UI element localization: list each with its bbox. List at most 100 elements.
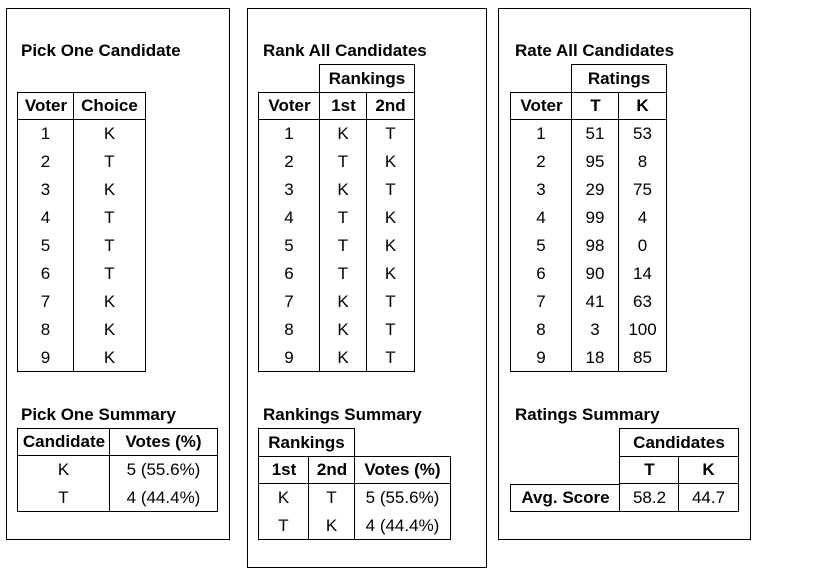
avg-score-label: Avg. Score <box>510 484 620 512</box>
rank-all-title: Rank All Candidates <box>263 41 427 60</box>
summary-body-frame <box>258 483 451 540</box>
voter-number: 4 <box>536 208 546 227</box>
table-cell: 41 <box>585 292 605 311</box>
table-cell: K <box>337 180 349 199</box>
voter-number: 9 <box>284 348 294 367</box>
header-voter: Voter <box>258 92 320 120</box>
voter-number: 5 <box>40 236 51 255</box>
table-cell: K <box>384 152 397 171</box>
table-cell: K <box>337 348 349 367</box>
table-cell: 8 <box>637 152 648 171</box>
voter-number: 9 <box>40 348 51 367</box>
summary-header-t: T <box>619 456 679 484</box>
table-cell: T <box>104 236 115 255</box>
header-2nd: 2nd <box>366 92 415 120</box>
pick-one-col-divider <box>73 119 75 371</box>
rank-all-panel <box>247 8 487 568</box>
summary-cell: K <box>325 516 338 535</box>
header-voter: Voter <box>510 92 572 120</box>
table-cell: 3 <box>590 320 600 339</box>
table-cell: K <box>103 348 116 367</box>
table-cell: K <box>103 320 116 339</box>
voter-number: 9 <box>536 348 546 367</box>
table-cell: T <box>337 236 349 255</box>
summary-body-frame <box>17 455 218 512</box>
table-cell: K <box>384 208 397 227</box>
summary-rankings-group-header: Rankings <box>258 428 355 456</box>
table-cell: T <box>337 208 349 227</box>
summary-col-divider <box>308 483 310 539</box>
ratings-summary-title: Ratings Summary <box>515 405 660 424</box>
summary-header-k: K <box>678 456 739 484</box>
voter-number: 1 <box>536 124 546 143</box>
rate-all-col-divider <box>618 119 620 371</box>
table-cell: T <box>337 152 349 171</box>
header-choice: Choice <box>73 92 146 120</box>
pick-one-body-frame <box>17 119 146 372</box>
summary-cell: T <box>278 516 289 535</box>
table-cell: K <box>103 180 116 199</box>
table-cell: 95 <box>585 152 605 171</box>
summary-header-candidate: Candidate <box>17 428 110 456</box>
voter-number: 7 <box>284 292 294 311</box>
rank-all-body-frame <box>258 119 415 372</box>
voter-number: 5 <box>284 236 294 255</box>
rankings-summary-title: Rankings Summary <box>263 405 422 424</box>
table-cell: T <box>385 180 396 199</box>
voter-number: 6 <box>284 264 294 283</box>
summary-cell: 4 (44.4%) <box>365 516 440 535</box>
table-cell: K <box>384 236 397 255</box>
table-cell: T <box>337 264 349 283</box>
header-voter: Voter <box>17 92 74 120</box>
table-cell: 98 <box>585 236 605 255</box>
ratings-group-header: Ratings <box>571 64 667 92</box>
table-cell: 29 <box>585 180 605 199</box>
table-cell: K <box>337 124 349 143</box>
voter-number: 2 <box>40 152 51 171</box>
table-cell: 99 <box>585 208 605 227</box>
summary-cell: 5 (55.6%) <box>126 460 201 479</box>
rank-all-col-divider <box>319 119 321 371</box>
avg-score-k: 44.7 <box>678 484 739 512</box>
table-cell: K <box>103 124 116 143</box>
table-cell: T <box>385 292 396 311</box>
voter-number: 3 <box>536 180 546 199</box>
summary-cell: K <box>57 460 70 479</box>
summary-cell: 5 (55.6%) <box>365 488 440 507</box>
table-cell: 14 <box>633 264 652 283</box>
summary-candidates-group-header: Candidates <box>619 428 739 456</box>
table-cell: 18 <box>585 348 605 367</box>
summary-header-votes: Votes (%) <box>354 456 451 484</box>
table-cell: 100 <box>628 320 657 339</box>
voter-number: 2 <box>536 152 546 171</box>
table-cell: 63 <box>633 292 652 311</box>
table-cell: T <box>385 124 396 143</box>
rankings-group-header: Rankings <box>319 64 415 92</box>
voter-number: 3 <box>40 180 51 199</box>
pick-one-title: Pick One Candidate <box>21 41 181 60</box>
rate-all-title: Rate All Candidates <box>515 41 675 60</box>
header-k: K <box>618 92 667 120</box>
table-cell: 51 <box>585 124 605 143</box>
voter-number: 8 <box>536 320 546 339</box>
summary-cell: K <box>277 488 290 507</box>
table-cell: T <box>104 264 115 283</box>
summary-cell: 4 (44.4%) <box>126 488 201 507</box>
summary-col-divider <box>354 483 356 539</box>
pick-one-summary-title: Pick One Summary <box>21 405 176 424</box>
pick-one-panel <box>6 8 230 540</box>
voter-number: 7 <box>536 292 546 311</box>
summary-col-divider <box>109 455 111 511</box>
voter-number: 8 <box>40 320 51 339</box>
table-cell: 75 <box>633 180 652 199</box>
summary-header-1st: 1st <box>258 456 309 484</box>
rate-all-panel <box>498 8 751 540</box>
table-cell: 4 <box>637 208 648 227</box>
table-cell: T <box>104 208 115 227</box>
table-cell: K <box>384 264 397 283</box>
voter-number: 4 <box>284 208 294 227</box>
voter-number: 5 <box>536 236 546 255</box>
rank-all-col-divider <box>366 119 368 371</box>
table-cell: K <box>337 292 349 311</box>
voter-number: 4 <box>40 208 51 227</box>
